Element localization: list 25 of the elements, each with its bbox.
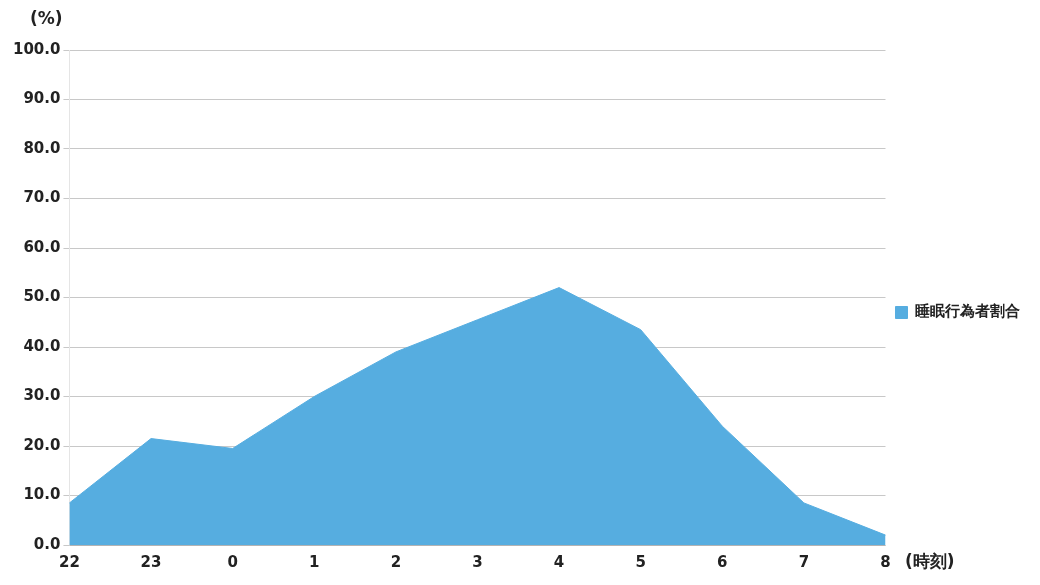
x-tick-label: 22 bbox=[59, 552, 80, 571]
x-tick-label: 2 bbox=[390, 552, 402, 571]
y-tick-label: 100.0 bbox=[12, 39, 61, 58]
x-tick-label: 4 bbox=[553, 552, 565, 571]
x-tick-label: 0 bbox=[227, 552, 238, 571]
x-axis-title: (時刻) bbox=[905, 550, 955, 573]
y-tick-label: 80.0 bbox=[23, 138, 61, 157]
y-tick-label: 70.0 bbox=[23, 188, 61, 207]
x-tick-label: 1 bbox=[309, 552, 320, 571]
y-tick-label: 0.0 bbox=[33, 534, 61, 553]
y-tick-label: 30.0 bbox=[23, 386, 61, 405]
x-tick-label: 8 bbox=[880, 552, 891, 571]
y-tick-label: 20.0 bbox=[23, 435, 61, 454]
legend-label: 睡眠行為者割合 bbox=[915, 302, 1020, 321]
x-tick-label: 7 bbox=[798, 552, 810, 571]
y-tick-label: 10.0 bbox=[23, 485, 61, 504]
x-tick-label: 3 bbox=[472, 552, 483, 571]
y-tick-label: 60.0 bbox=[23, 237, 61, 256]
x-tick-label: 23 bbox=[140, 552, 162, 571]
x-tick-label: 6 bbox=[717, 552, 728, 571]
y-tick-label: 90.0 bbox=[23, 89, 61, 108]
x-tick-label: 5 bbox=[635, 552, 646, 571]
y-tick-label: 40.0 bbox=[23, 336, 61, 355]
y-axis-title: (%) bbox=[30, 8, 63, 28]
y-tick-label: 50.0 bbox=[23, 287, 61, 306]
